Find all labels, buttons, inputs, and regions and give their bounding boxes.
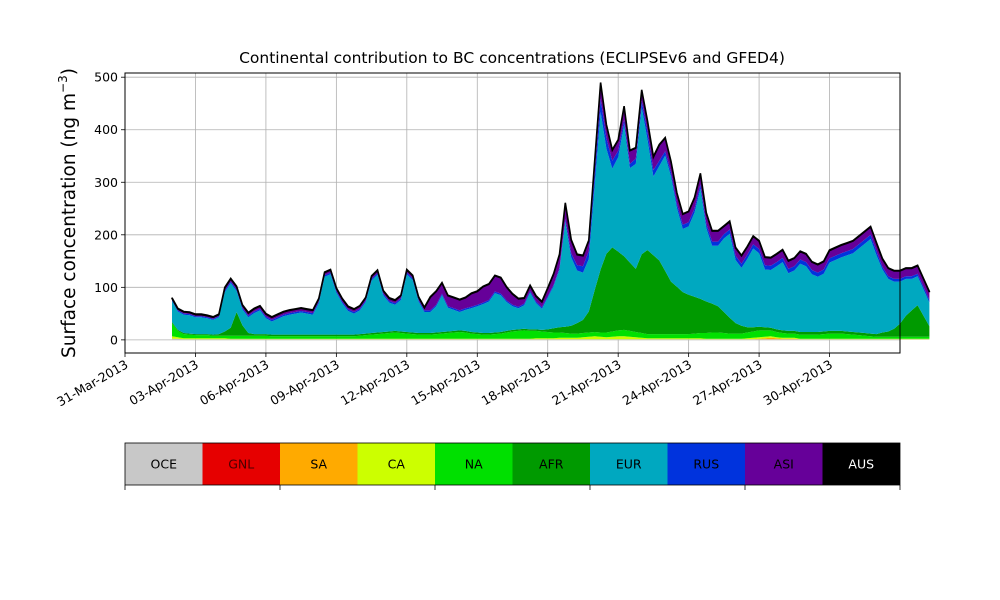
x-axis: 31-Mar-201303-Apr-201306-Apr-201309-Apr-…: [54, 353, 835, 409]
stacked-areas: [171, 82, 931, 340]
legend-label-sa: SA: [310, 457, 327, 472]
legend-label-oce: OCE: [151, 457, 178, 472]
area-oce: [172, 338, 930, 340]
legend-swatch-sa: [280, 443, 358, 485]
legend-label-ca: CA: [388, 457, 406, 472]
x-tick-label: 03-Apr-2013: [127, 357, 201, 409]
y-axis-label-superscript: −3: [56, 75, 70, 93]
legend-colorbar: OCE GNL SA CA NA AFR EUR RUS ASI AUS: [124, 442, 901, 490]
y-axis-label-text: Surface concentration (ng m: [59, 93, 80, 358]
area-aus: [171, 82, 931, 319]
area-ca: [172, 336, 930, 340]
legend-label-rus: RUS: [693, 457, 719, 472]
legend-label-afr: AFR: [539, 457, 564, 472]
legend-swatch-afr: [512, 443, 590, 485]
y-tick-label: 400: [94, 122, 118, 137]
x-tick-label: 27-Apr-2013: [690, 357, 764, 409]
y-axis-label: Surface concentration (ng m−3): [56, 68, 80, 358]
y-axis: 0 100 200 300 400 500: [94, 70, 125, 347]
y-tick-label: 200: [94, 227, 118, 242]
legend-swatch-asi: [745, 443, 823, 485]
legend-label-gnl: GNL: [228, 457, 254, 472]
legend-swatch-rus: [667, 443, 745, 485]
area-sa: [172, 337, 930, 340]
plot-frame: [124, 72, 901, 354]
x-tick-label: 06-Apr-2013: [197, 357, 271, 409]
legend-label-asi: ASI: [774, 457, 794, 472]
y-axis-label-suffix: ): [59, 68, 80, 75]
y-tick-label: 100: [94, 280, 118, 295]
area-asi: [172, 83, 930, 320]
x-tick-label: 18-Apr-2013: [479, 357, 553, 409]
legend-label-aus: AUS: [848, 457, 874, 472]
x-tick-label: 24-Apr-2013: [620, 357, 694, 409]
legend-swatch-ca: [357, 443, 435, 485]
x-tick-label: 21-Apr-2013: [549, 357, 623, 409]
legend-label-eur: EUR: [616, 457, 642, 472]
x-tick-label: 30-Apr-2013: [761, 357, 835, 409]
y-tick-label: 0: [110, 332, 118, 347]
y-tick-label: 300: [94, 175, 118, 190]
area-eur: [172, 107, 930, 335]
legend-swatch-na: [435, 443, 513, 485]
x-tick-label: 09-Apr-2013: [267, 357, 341, 409]
legend-label-na: NA: [465, 457, 483, 472]
legend-swatch-eur: [590, 443, 668, 485]
y-tick-label: 500: [94, 70, 118, 85]
legend-swatch-oce: [125, 443, 203, 485]
area-rus: [172, 98, 930, 322]
legend-swatch-aus: [822, 443, 900, 485]
x-tick-label: 31-Mar-2013: [54, 357, 130, 410]
legend-frame: [124, 442, 901, 486]
chart-title: Continental contribution to BC concentra…: [239, 49, 785, 67]
area-na: [172, 323, 930, 339]
x-tick-label: 15-Apr-2013: [408, 357, 482, 409]
legend-swatch-gnl: [202, 443, 280, 485]
x-tick-label: 12-Apr-2013: [338, 357, 412, 409]
